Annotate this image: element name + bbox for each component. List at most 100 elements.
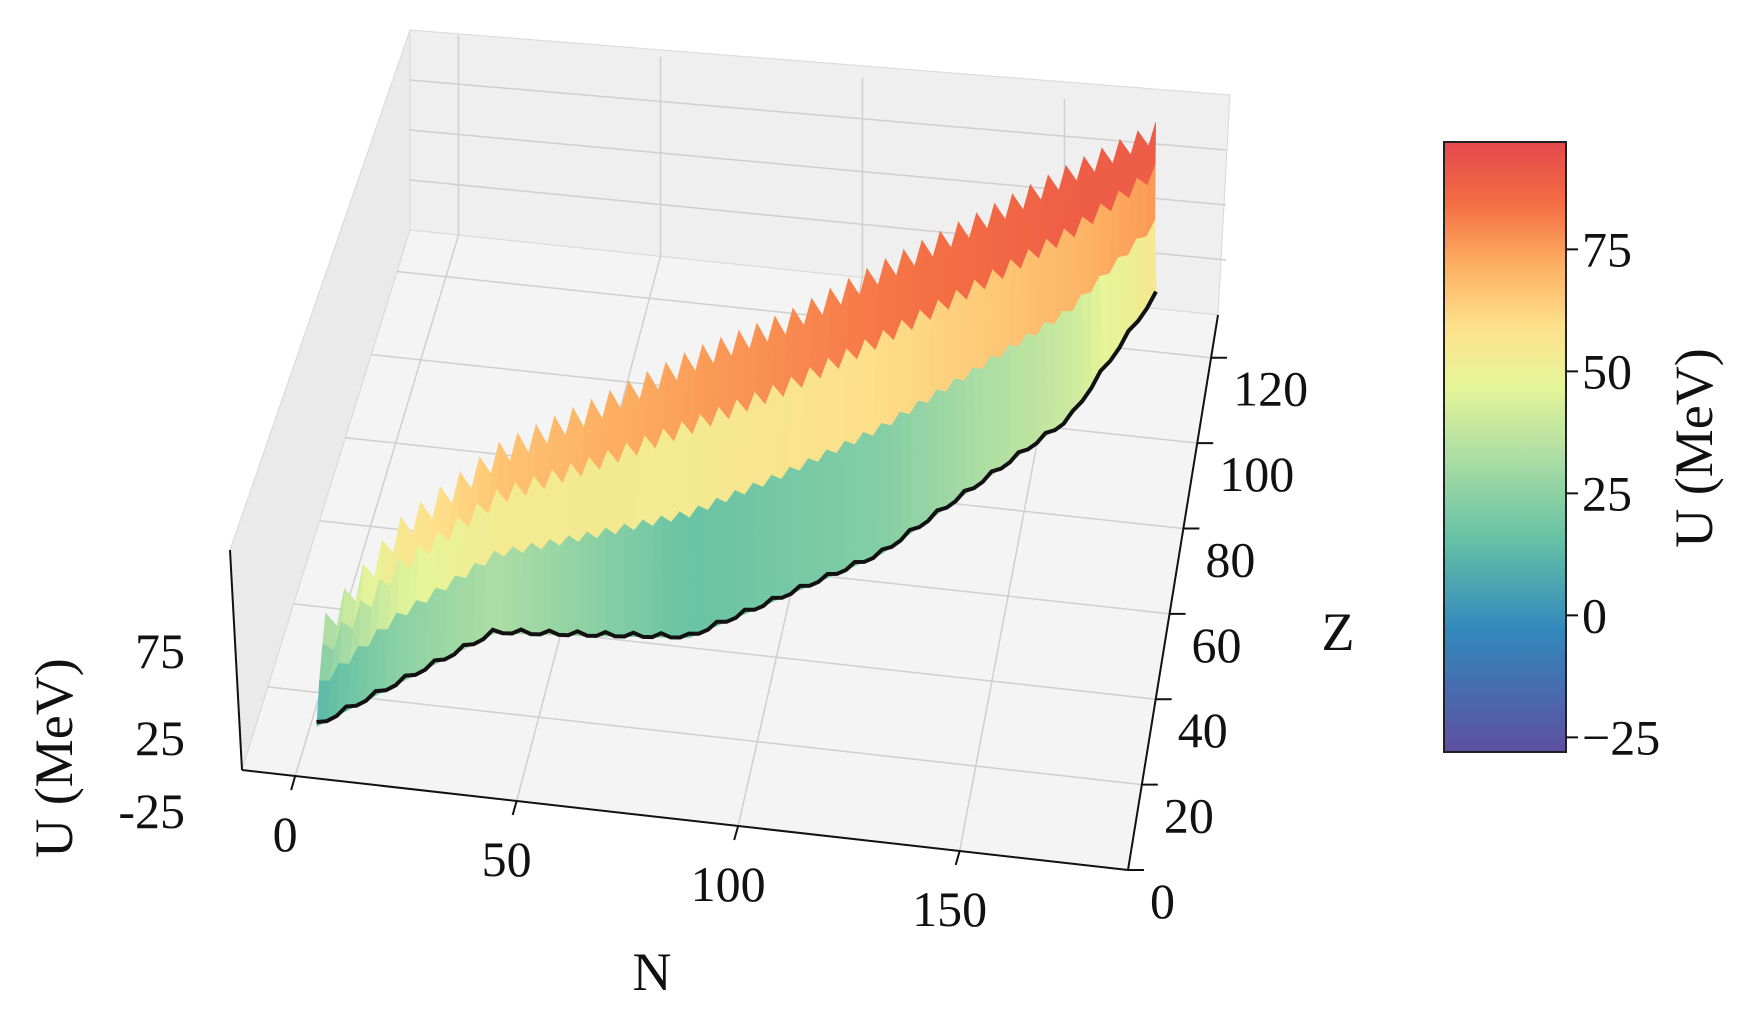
surface-facet <box>752 482 764 611</box>
surface-facet <box>614 523 625 637</box>
surface-facet <box>1000 343 1011 470</box>
y-tick-label: 20 <box>1164 788 1214 844</box>
surface-facet <box>596 527 607 637</box>
surface-facet <box>558 534 569 636</box>
surface-facet <box>771 474 783 603</box>
surface-facet <box>1062 228 1075 312</box>
x-tick-label: 50 <box>482 831 532 887</box>
y-grid-line <box>267 686 1142 786</box>
surface-facet <box>990 355 1002 476</box>
surface-facet <box>972 367 984 489</box>
y-tick-label: 80 <box>1205 531 1255 587</box>
surface-facet <box>817 448 829 583</box>
surface-facet <box>826 357 840 454</box>
surface-facet <box>1099 273 1111 376</box>
surface-facet <box>964 366 975 496</box>
surface-facet <box>670 510 681 638</box>
z-tick-label: 25 <box>135 710 185 766</box>
surface-facet <box>891 411 902 548</box>
y-tick-label: 120 <box>1233 361 1308 417</box>
surface-facet <box>799 457 810 591</box>
surface-facet <box>752 391 766 488</box>
colorbar-tick-label: 0 <box>1582 587 1607 643</box>
z-axis-line <box>229 549 243 771</box>
colorbar-label: U (MeV) <box>1664 348 1724 547</box>
surface-facet <box>945 377 957 509</box>
surface-facet <box>807 458 819 587</box>
surface-facet <box>1054 310 1065 431</box>
surface-facet <box>623 523 635 638</box>
x-tick <box>290 775 297 791</box>
surface-facet <box>567 535 579 636</box>
colorbar-ticks: −25 0 25 50 75 <box>1566 221 1660 765</box>
surface-facet <box>1044 238 1057 325</box>
surface-facet <box>1136 177 1148 240</box>
surface-facet <box>1036 321 1047 444</box>
z-tick-label: -25 <box>118 783 185 839</box>
surface-facet <box>549 538 561 636</box>
surface-facet <box>539 538 551 636</box>
y-tick-label: 40 <box>1178 702 1228 758</box>
surface-facet <box>862 431 874 563</box>
surface-facet <box>990 269 1004 359</box>
surface-facet <box>826 449 838 579</box>
surface-facet <box>605 527 616 637</box>
surface-facet <box>1080 216 1094 296</box>
surface-facet <box>642 519 654 638</box>
z-axis-label: U (MeV) <box>24 658 84 857</box>
surface-facet <box>954 378 966 502</box>
colorbar-tick-label: −25 <box>1582 709 1660 765</box>
surface-facet <box>936 299 949 393</box>
surface-facet <box>899 411 911 541</box>
surface-facet <box>807 367 821 463</box>
colorbar-tick-label: 25 <box>1582 465 1632 521</box>
x-tick-label: 100 <box>691 856 766 912</box>
surface-facet <box>844 440 856 571</box>
y-axis-label: Z <box>1322 602 1355 662</box>
surface-facet <box>1026 248 1040 336</box>
surface-facet <box>1080 292 1092 403</box>
surface-facet <box>899 319 913 415</box>
surface-facet <box>530 542 542 635</box>
surface-facet <box>789 466 801 595</box>
x-tick-label: 0 <box>273 806 298 862</box>
surface-facet <box>744 481 755 615</box>
surface-facet <box>1018 332 1029 457</box>
surface-facet <box>862 338 876 437</box>
surface-edge <box>316 290 1158 724</box>
surface-facet <box>1026 333 1038 450</box>
surface-plot <box>316 122 1158 727</box>
surface-facet <box>771 384 784 480</box>
surface-facet <box>982 355 993 483</box>
surface-facet <box>660 515 672 638</box>
surface-facet <box>1008 259 1022 348</box>
x-axis-line <box>241 769 1129 871</box>
surface-facet <box>836 440 847 575</box>
surface-facet <box>716 497 727 627</box>
x-axis-label: N <box>633 942 672 1002</box>
axis-lines <box>229 314 1219 871</box>
surface-facet <box>651 515 662 638</box>
x-tick <box>511 800 518 816</box>
surface-facet <box>762 474 774 607</box>
y-tick-label: 60 <box>1192 617 1242 673</box>
surface-facet <box>1044 322 1056 438</box>
surface-facet <box>954 289 968 382</box>
colorbar-tick-label: 75 <box>1582 221 1632 277</box>
surface-facet <box>633 519 644 638</box>
surface-facet <box>1008 344 1020 463</box>
y-tick-label: 100 <box>1219 446 1294 502</box>
surface-facet <box>434 587 447 666</box>
surface-facet <box>936 389 947 515</box>
surface-facet <box>375 629 388 696</box>
surface-facet <box>688 504 699 639</box>
z-grid-line <box>409 79 1227 151</box>
surface-facet <box>586 531 598 637</box>
surface-facet <box>453 575 467 655</box>
surface-facet <box>734 490 746 619</box>
surface-facet <box>1099 203 1112 277</box>
surface-facet <box>927 388 938 522</box>
surface-facet <box>707 497 718 631</box>
surface-facet <box>511 546 524 635</box>
